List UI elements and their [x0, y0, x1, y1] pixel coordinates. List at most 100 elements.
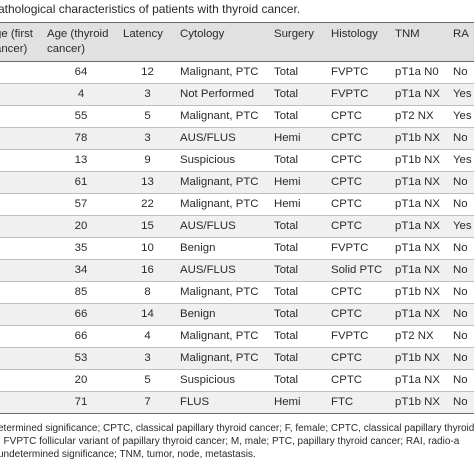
cell-surgery: Total [270, 83, 327, 106]
cell-tnm: pT1a NX [391, 171, 449, 194]
cell-age-thyroid-cancer: 53 [43, 347, 119, 370]
cell-latency: 9 [119, 149, 176, 172]
cell-latency: 4 [119, 325, 176, 348]
cell-latency: 16 [119, 259, 176, 282]
cell-tnm: pT2 NX [391, 325, 449, 348]
cell-tnm: pT1a NX [391, 215, 449, 238]
cell-rai: No [449, 369, 474, 392]
cell-tnm: pT1a N0 [391, 61, 449, 84]
cell-rai: Yes [449, 149, 474, 172]
cell-rai: No [449, 259, 474, 282]
cell-surgery: Total [270, 61, 327, 84]
cell-histology: CPTC [327, 105, 391, 128]
cell-surgery: Total [270, 149, 327, 172]
cell-tnm: pT1b NX [391, 127, 449, 150]
cell-tnm: pT1a NX [391, 369, 449, 392]
cell-surgery: Hemi [270, 193, 327, 216]
cell-cytology: Suspicious [176, 149, 270, 172]
table-row: 78 3 AUS/FLUS Hemi CPTC pT1b NX No [0, 127, 474, 150]
cell-age-thyroid-cancer: 4 [43, 83, 119, 106]
header-surgery: Surgery [270, 22, 327, 62]
header-age-thyroid-cancer: Age (thyroid cancer) [43, 22, 119, 62]
table-caption: athological characteristics of patients … [0, 2, 301, 16]
cell-latency: 15 [119, 215, 176, 238]
cell-cytology: Suspicious [176, 369, 270, 392]
cell-surgery: Total [270, 215, 327, 238]
cell-age-thyroid-cancer: 61 [43, 171, 119, 194]
cell-histology: CPTC [327, 127, 391, 150]
cell-histology: FVPTC [327, 83, 391, 106]
cell-age-thyroid-cancer: 20 [43, 369, 119, 392]
cell-surgery: Total [270, 347, 327, 370]
table-row: 64 12 Malignant, PTC Total FVPTC pT1a N0 No [0, 61, 474, 84]
cell-histology: CPTC [327, 303, 391, 326]
table-row: 34 16 AUS/FLUS Total Solid PTC pT1a NX No [0, 259, 474, 282]
footnote-line: ; FVPTC follicular variant of papillary … [0, 436, 460, 447]
cell-age-first-cancer [0, 281, 43, 304]
cell-histology: CPTC [327, 149, 391, 172]
cell-rai: No [449, 237, 474, 260]
cell-cytology: Malignant, PTC [176, 281, 270, 304]
cell-rai: No [449, 281, 474, 304]
cell-age-thyroid-cancer: 34 [43, 259, 119, 282]
cell-age-first-cancer [0, 369, 43, 392]
cell-surgery: Total [270, 303, 327, 326]
table-row: 4 3 Not Performed Total FVPTC pT1a NX Yes [0, 83, 474, 106]
cell-tnm: pT1a NX [391, 259, 449, 282]
cell-surgery: Total [270, 259, 327, 282]
cell-histology: FVPTC [327, 61, 391, 84]
cell-cytology: AUS/FLUS [176, 215, 270, 238]
cell-latency: 14 [119, 303, 176, 326]
cell-surgery: Total [270, 237, 327, 260]
cell-histology: Solid PTC [327, 259, 391, 282]
cell-tnm: pT1a NX [391, 193, 449, 216]
cell-age-first-cancer [0, 83, 43, 106]
cell-age-first-cancer [0, 149, 43, 172]
cell-age-thyroid-cancer: 35 [43, 237, 119, 260]
table-row: 13 9 Suspicious Total CPTC pT1b NX Yes [0, 149, 474, 172]
cell-rai: No [449, 391, 474, 414]
cell-tnm: pT1a NX [391, 303, 449, 326]
cell-tnm: pT1b NX [391, 391, 449, 414]
cell-age-first-cancer [0, 325, 43, 348]
header-tnm: TNM [391, 22, 449, 62]
cell-age-first-cancer [0, 61, 43, 84]
cell-cytology: AUS/FLUS [176, 259, 270, 282]
cell-age-thyroid-cancer: 78 [43, 127, 119, 150]
cell-latency: 8 [119, 281, 176, 304]
table-row: 71 7 FLUS Hemi FTC pT1b NX No [0, 391, 474, 414]
cell-tnm: pT1b NX [391, 281, 449, 304]
cell-tnm: pT1a NX [391, 83, 449, 106]
cell-cytology: Benign [176, 303, 270, 326]
cell-latency: 7 [119, 391, 176, 414]
cell-cytology: AUS/FLUS [176, 127, 270, 150]
table-row: 61 13 Malignant, PTC Hemi CPTC pT1a NX No [0, 171, 474, 194]
cell-age-first-cancer [0, 171, 43, 194]
cell-rai: No [449, 61, 474, 84]
cell-rai: No [449, 171, 474, 194]
cell-age-thyroid-cancer: 85 [43, 281, 119, 304]
cell-rai: No [449, 303, 474, 326]
cell-rai: No [449, 347, 474, 370]
cell-latency: 3 [119, 347, 176, 370]
cell-cytology: Malignant, PTC [176, 193, 270, 216]
cell-latency: 10 [119, 237, 176, 260]
table-row: 66 4 Malignant, PTC Total FVPTC pT2 NX No [0, 325, 474, 348]
cell-cytology: FLUS [176, 391, 270, 414]
cell-age-thyroid-cancer: 64 [43, 61, 119, 84]
cell-histology: CPTC [327, 347, 391, 370]
header-rai: RA [449, 22, 474, 62]
table-row: 55 5 Malignant, PTC Total CPTC pT2 NX Yes [0, 105, 474, 128]
cell-age-first-cancer [0, 259, 43, 282]
header-latency: Latency [119, 22, 176, 62]
cell-latency: 5 [119, 369, 176, 392]
cell-histology: FTC [327, 391, 391, 414]
cell-age-first-cancer [0, 391, 43, 414]
table-row: 53 3 Malignant, PTC Total CPTC pT1b NX No [0, 347, 474, 370]
cell-cytology: Malignant, PTC [176, 61, 270, 84]
cell-age-thyroid-cancer: 55 [43, 105, 119, 128]
cell-surgery: Hemi [270, 127, 327, 150]
cell-latency: 3 [119, 127, 176, 150]
